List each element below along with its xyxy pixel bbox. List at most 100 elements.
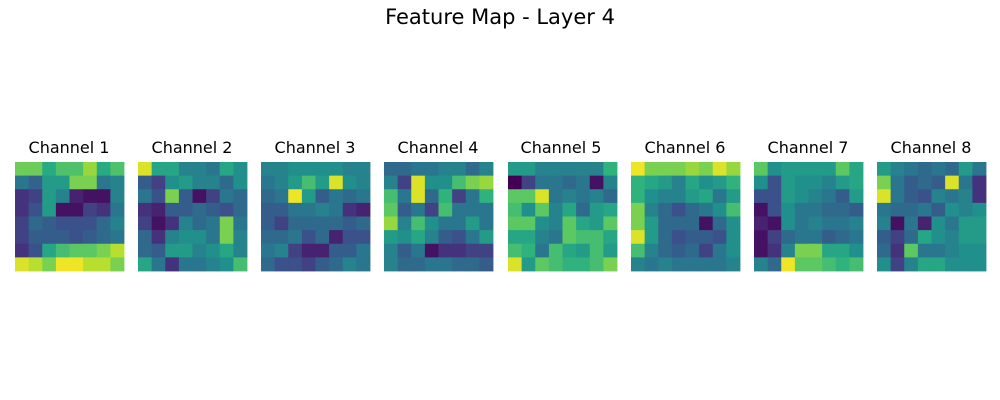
heatmap-cell [794, 202, 809, 217]
heatmap-cell [576, 243, 591, 258]
heatmap-cell [972, 216, 987, 231]
heatmap-cell [151, 230, 166, 245]
heatmap-cell [877, 230, 892, 245]
heatmap-cell [658, 175, 673, 190]
heatmap-cell [726, 189, 741, 204]
heatmap-cell [55, 257, 70, 272]
heatmap-cell [315, 189, 330, 204]
heatmap-cell [699, 216, 714, 231]
heatmap-cell [781, 189, 796, 204]
heatmap-cell [904, 216, 919, 231]
heatmap-cell [301, 202, 316, 217]
heatmap-cell [548, 243, 563, 258]
heatmap-cell [342, 216, 357, 231]
heatmap-cell [835, 216, 850, 231]
heatmap-cell [301, 189, 316, 204]
heatmap-cell [576, 257, 591, 272]
heatmap-cell [110, 175, 125, 190]
heatmap-cell [165, 202, 180, 217]
heatmap-cell [301, 230, 316, 245]
heatmap-cell [685, 189, 700, 204]
heatmap-cell [658, 216, 673, 231]
heatmap-cell [315, 257, 330, 272]
heatmap-cell [274, 230, 289, 245]
heatmap-cell [685, 243, 700, 258]
heatmap-cell [972, 202, 987, 217]
heatmap-cell [521, 243, 536, 258]
heatmap-cell [849, 175, 864, 190]
heatmap-cell [206, 230, 221, 245]
heatmap-cell [535, 202, 550, 217]
heatmap-cell [726, 162, 741, 177]
heatmap-cell [138, 175, 153, 190]
heatmap-cell [233, 175, 248, 190]
heatmap-cell [972, 162, 987, 177]
heatmap-cell [424, 216, 439, 231]
heatmap-cell [96, 175, 111, 190]
heatmap-cell [603, 175, 618, 190]
heatmap-cell [685, 175, 700, 190]
heatmap-cell [890, 175, 905, 190]
heatmap-cell [438, 230, 453, 245]
heatmap-cell [904, 189, 919, 204]
heatmap-cell [877, 202, 892, 217]
channel-1-title: Channel 1 [28, 138, 110, 157]
heatmap-cell [42, 202, 57, 217]
heatmap-cell [479, 175, 494, 190]
heatmap-cell [69, 257, 84, 272]
channel-2-title: Channel 2 [151, 138, 233, 157]
heatmap-cell [261, 175, 276, 190]
heatmap-cell [562, 257, 577, 272]
heatmap-cell [356, 257, 371, 272]
heatmap-cell [261, 257, 276, 272]
heatmap-cell [631, 162, 646, 177]
channel-3-title: Channel 3 [274, 138, 356, 157]
heatmap-cell [219, 216, 234, 231]
heatmap-cell [411, 216, 426, 231]
heatmap-cell [877, 216, 892, 231]
heatmap-cell [685, 216, 700, 231]
heatmap-cell [110, 243, 125, 258]
heatmap-cell [55, 202, 70, 217]
heatmap-cell [671, 175, 686, 190]
heatmap-cell [315, 216, 330, 231]
heatmap-cell [754, 230, 769, 245]
heatmap-cell [603, 216, 618, 231]
heatmap-cell [288, 175, 303, 190]
heatmap-cell [397, 189, 412, 204]
heatmap-cell [329, 230, 344, 245]
heatmap-cell [96, 189, 111, 204]
heatmap-cell [603, 257, 618, 272]
heatmap-cell [110, 162, 125, 177]
heatmap-cell [151, 175, 166, 190]
heatmap-cell [794, 230, 809, 245]
heatmap-cell [972, 189, 987, 204]
heatmap-cell [15, 189, 30, 204]
heatmap-cell [342, 243, 357, 258]
heatmap-cell [55, 243, 70, 258]
heatmap-cell [535, 189, 550, 204]
heatmap-cell [192, 243, 207, 258]
heatmap-cell [411, 175, 426, 190]
heatmap-cell [754, 216, 769, 231]
heatmap-cell [83, 243, 98, 258]
heatmap-cell [877, 257, 892, 272]
heatmap-cell [631, 230, 646, 245]
heatmap-cell [55, 216, 70, 231]
heatmap-cell [206, 175, 221, 190]
heatmap-cell [712, 189, 727, 204]
heatmap-cell [644, 175, 659, 190]
heatmap-cell [699, 230, 714, 245]
heatmap-cell [589, 162, 604, 177]
heatmap-cell [712, 257, 727, 272]
heatmap-cell [83, 230, 98, 245]
heatmap-cell [726, 216, 741, 231]
heatmap-cell [465, 216, 480, 231]
heatmap-cell [479, 216, 494, 231]
heatmap-cell [644, 189, 659, 204]
heatmap-cell [28, 202, 43, 217]
heatmap-cell [849, 257, 864, 272]
heatmap-cell [931, 257, 946, 272]
heatmap-cell [671, 243, 686, 258]
heatmap-cell [42, 230, 57, 245]
